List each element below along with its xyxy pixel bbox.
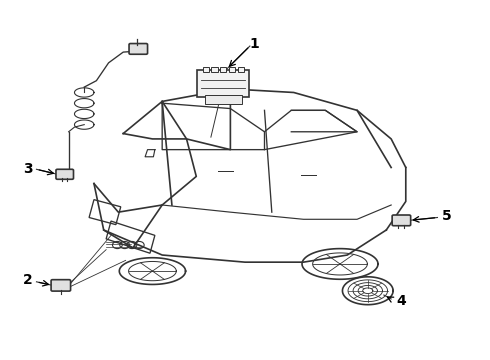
- Bar: [229, 67, 235, 72]
- FancyBboxPatch shape: [197, 70, 249, 98]
- Text: 3: 3: [24, 162, 33, 176]
- FancyBboxPatch shape: [51, 280, 71, 291]
- FancyBboxPatch shape: [392, 215, 411, 226]
- Bar: [211, 67, 218, 72]
- Text: 2: 2: [24, 273, 33, 287]
- Text: 5: 5: [442, 209, 452, 223]
- Bar: [202, 67, 209, 72]
- Text: 1: 1: [250, 37, 260, 51]
- Bar: [238, 67, 244, 72]
- Text: 4: 4: [396, 294, 406, 309]
- Bar: [204, 95, 242, 104]
- FancyBboxPatch shape: [56, 169, 74, 179]
- Bar: [220, 67, 226, 72]
- FancyBboxPatch shape: [129, 44, 147, 54]
